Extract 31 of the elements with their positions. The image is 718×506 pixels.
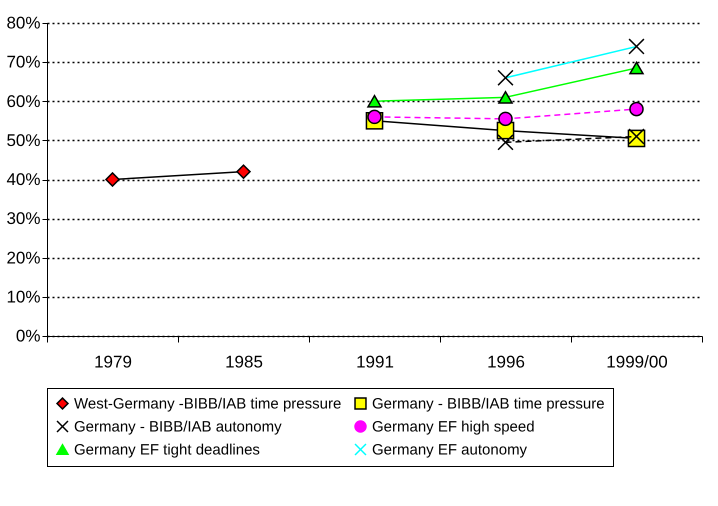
x-tick-label: 1999/00 <box>606 352 668 372</box>
y-tick-label: 10% <box>6 287 40 306</box>
point <box>497 134 514 150</box>
y-tick-label: 30% <box>6 209 40 228</box>
y-tick-label: 20% <box>6 248 40 268</box>
point <box>367 94 382 108</box>
y-tick-label: 70% <box>6 52 40 72</box>
y-tick-label: 60% <box>6 92 40 111</box>
legend-label: Germany - BIBB/IAB time pressure <box>372 396 605 413</box>
x-tick-label: 1979 <box>94 352 132 372</box>
legend-label: Germany EF autonomy <box>372 442 528 458</box>
legend-label: Germany EF tight deadlines <box>74 442 260 458</box>
point <box>628 38 645 55</box>
y-tick-label: 80% <box>6 14 40 32</box>
legend-label: Germany - BIBB/IAB autonomy <box>74 418 282 436</box>
x-tick-label: 1991 <box>356 352 394 372</box>
point <box>236 164 251 179</box>
point <box>629 62 644 74</box>
point <box>105 172 120 187</box>
y-tick-label: 40% <box>6 170 40 189</box>
y-tick-label: 0% <box>16 326 40 346</box>
point <box>498 90 513 104</box>
legend-label: Germany EF high speed <box>372 418 535 436</box>
x-tick-label: 1996 <box>487 352 525 372</box>
point <box>367 110 382 124</box>
legend-label: West-Germany -BIBB/IAB time pressure <box>74 396 342 413</box>
point <box>498 112 513 126</box>
point <box>497 70 514 86</box>
x-tick-label: 1985 <box>225 352 263 372</box>
point <box>629 102 644 116</box>
y-tick-label: 50% <box>6 130 40 150</box>
